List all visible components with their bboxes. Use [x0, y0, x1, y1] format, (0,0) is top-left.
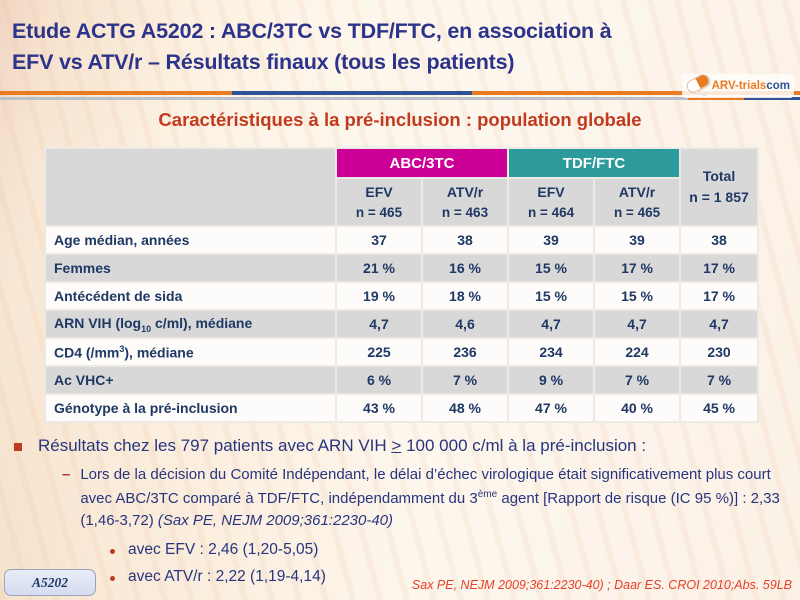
total-header: Total n = 1 857 — [679, 147, 760, 227]
table-group-header-row: ABC/3TC TDF/FTC Total n = 1 857 — [44, 147, 760, 227]
group-header-abc3tc: ABC/3TC — [334, 147, 510, 179]
slide-title: Etude ACTG A5202 : ABC/3TC vs TDF/FTC, e… — [12, 16, 742, 78]
arm-header-efv-abc: EFV n = 465 — [335, 177, 423, 227]
committee-decision-subbullet: – Lors de la décision du Comité Indépend… — [62, 464, 786, 533]
table-row-age: Age médian, années 37 38 39 39 38 — [44, 225, 760, 255]
arm-header-atvr-tdf: ATV/r n = 465 — [593, 177, 682, 227]
efv-hazard-ratio-bullet: avec EFV : 2,46 (1,20-5,05) — [110, 541, 710, 559]
dot-bullet-icon — [110, 576, 115, 581]
arm-header-efv-tdf: EFV n = 464 — [507, 177, 596, 227]
divider-rule-bottom — [0, 97, 800, 100]
arv-trials-logo: ARV-trialscom — [681, 72, 794, 98]
rule-segment-blue — [232, 91, 472, 95]
table-row-cd4: CD4 (/mm3), médiane 225 236 234 224 230 — [44, 337, 760, 367]
arm-header-atvr-abc: ATV/r n = 463 — [420, 177, 510, 227]
atvr-hazard-ratio-bullet: avec ATV/r : 2,22 (1,19-4,14) — [110, 568, 710, 586]
pill-icon — [683, 72, 712, 97]
dot-bullet-icon — [110, 549, 115, 554]
square-bullet-icon — [14, 443, 22, 451]
title-line-1: Etude ACTG A5202 : ABC/3TC vs TDF/FTC, e… — [12, 19, 612, 43]
rule-segment-orange-left — [0, 91, 232, 95]
divider-rule-top — [0, 91, 800, 95]
group-header-tdfftc: TDF/FTC — [507, 147, 682, 179]
logo-brand: ARV-trials — [711, 80, 767, 92]
slide-subtitle: Caractéristiques à la pré-inclusion : po… — [158, 109, 642, 130]
table-row-femmes: Femmes 21 % 16 % 15 % 17 % 17 % — [44, 253, 760, 283]
divider-rule — [0, 91, 800, 100]
table-row-genotype: Génotype à la pré-inclusion 43 % 48 % 47… — [44, 393, 760, 423]
baseline-characteristics-table: ABC/3TC TDF/FTC Total n = 1 857 EFV n = 46… — [44, 147, 760, 423]
footer-citation: Sax PE, NEJM 2009;361:2230-40) ; Daar ES… — [411, 578, 792, 592]
table-row-ac-vhc: Ac VHC+ 6 % 7 % 9 % 7 % 7 % — [44, 365, 760, 395]
logo-tld: com — [766, 80, 790, 92]
inline-citation: (Sax PE, NEJM 2009;361:2230-40) — [157, 512, 394, 529]
dash-bullet-icon: – — [62, 466, 71, 483]
rule-segment-orange-right — [472, 91, 800, 95]
table-row-antecedent-sida: Antécédent de sida 19 % 18 % 15 % 15 % 1… — [44, 281, 760, 311]
table-row-arn-vih: ARN VIH (log10 c/ml), médiane 4,7 4,6 4,… — [44, 309, 760, 339]
greater-equal-sign: > — [391, 436, 402, 455]
table-corner-cell — [44, 147, 337, 227]
table-arm-header-row: EFV n = 465 ATV/r n = 463 EFV n = 464 ATV/r… — [45, 177, 758, 227]
results-bullet: Résultats chez les 797 patients avec ARN… — [14, 436, 784, 456]
logo-text: ARV-trialscom — [712, 80, 790, 92]
study-badge: A5202 — [4, 569, 96, 596]
title-line-2: EFV vs ATV/r – Résultats finaux (tous le… — [12, 50, 515, 75]
